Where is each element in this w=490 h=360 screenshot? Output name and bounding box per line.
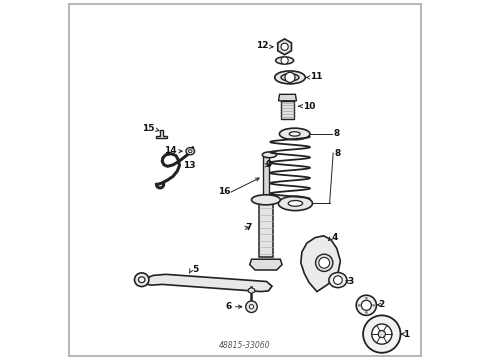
Text: 4: 4 — [331, 233, 338, 242]
Circle shape — [245, 301, 257, 312]
Text: 14: 14 — [164, 146, 176, 155]
Text: 2: 2 — [378, 300, 385, 309]
Ellipse shape — [316, 254, 333, 271]
Polygon shape — [144, 274, 272, 292]
Polygon shape — [248, 288, 255, 293]
Text: 1: 1 — [403, 330, 409, 338]
Text: 16: 16 — [219, 188, 231, 197]
Circle shape — [372, 324, 392, 344]
Circle shape — [249, 305, 254, 309]
Ellipse shape — [262, 152, 277, 158]
Polygon shape — [263, 155, 269, 200]
Circle shape — [281, 57, 288, 64]
Text: 5: 5 — [192, 265, 198, 274]
Ellipse shape — [139, 277, 145, 283]
Ellipse shape — [278, 196, 313, 211]
Text: 7: 7 — [245, 223, 251, 233]
Text: 9: 9 — [266, 160, 272, 169]
Ellipse shape — [186, 148, 195, 155]
Text: 3: 3 — [347, 277, 354, 286]
Ellipse shape — [279, 128, 310, 140]
Ellipse shape — [275, 71, 305, 84]
Text: 11: 11 — [310, 72, 322, 81]
Circle shape — [285, 72, 295, 82]
Polygon shape — [156, 130, 167, 138]
Circle shape — [358, 304, 360, 306]
Polygon shape — [259, 200, 273, 257]
Ellipse shape — [134, 273, 149, 287]
Circle shape — [361, 300, 371, 310]
Circle shape — [319, 257, 330, 268]
Ellipse shape — [281, 74, 299, 81]
Ellipse shape — [288, 201, 303, 206]
Text: 48815-33060: 48815-33060 — [219, 341, 271, 350]
Circle shape — [281, 43, 288, 50]
Polygon shape — [278, 94, 296, 101]
Text: 13: 13 — [183, 161, 195, 170]
Text: 6: 6 — [225, 302, 232, 311]
Circle shape — [365, 311, 368, 314]
Text: 8: 8 — [334, 129, 340, 138]
Polygon shape — [301, 236, 341, 292]
Text: 12: 12 — [256, 41, 269, 50]
Polygon shape — [250, 259, 282, 270]
Ellipse shape — [289, 132, 300, 136]
Text: 8: 8 — [334, 149, 341, 158]
Circle shape — [365, 297, 368, 299]
Circle shape — [363, 315, 400, 353]
Polygon shape — [278, 39, 292, 55]
Polygon shape — [281, 101, 294, 119]
Ellipse shape — [275, 57, 294, 64]
Ellipse shape — [251, 195, 280, 205]
Circle shape — [372, 304, 374, 306]
Text: 10: 10 — [303, 102, 315, 111]
Ellipse shape — [189, 150, 192, 153]
Ellipse shape — [329, 273, 347, 288]
Circle shape — [334, 276, 342, 284]
Text: 15: 15 — [143, 124, 155, 133]
Circle shape — [378, 330, 386, 338]
Circle shape — [356, 295, 376, 315]
